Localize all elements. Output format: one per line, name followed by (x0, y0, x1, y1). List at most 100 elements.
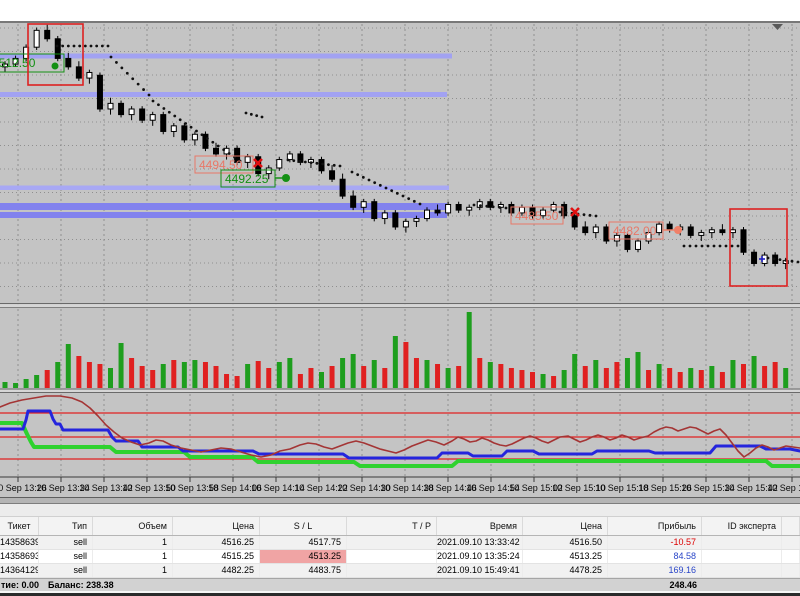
column-header-Цена[interactable]: Цена (523, 517, 608, 535)
sar-dot (66, 44, 70, 48)
sar-dot (200, 133, 204, 137)
cell-expert-id[interactable] (702, 536, 782, 549)
cell-volume[interactable]: 1 (93, 536, 173, 549)
trade-label-price: 4512.50 (0, 56, 36, 70)
column-header-spacer[interactable] (782, 517, 800, 535)
column-header-Объем[interactable]: Объем (93, 517, 173, 535)
cell-expert-id[interactable] (702, 564, 782, 577)
sar-dot (72, 44, 76, 48)
support-band (0, 212, 447, 218)
cell-spacer[interactable] (782, 536, 800, 549)
volume-bar (13, 383, 19, 388)
cell-volume[interactable]: 1 (93, 564, 173, 577)
cell-time[interactable]: 2021.09.10 13:33:42 (437, 536, 523, 549)
candle-body (645, 232, 652, 242)
cell-ticket[interactable]: 143586391 (0, 536, 39, 549)
volume-bar (487, 362, 493, 388)
volume-bar (202, 362, 208, 388)
sar-dot (292, 159, 296, 163)
analysis-zone-rect (27, 23, 84, 86)
cell-profit[interactable]: 169.16 (608, 564, 702, 577)
cell-time[interactable]: 2021.09.10 15:49:41 (437, 564, 523, 577)
cell-time[interactable]: 2021.09.10 13:35:24 (437, 550, 523, 563)
cell-volume[interactable]: 1 (93, 550, 173, 563)
cell-type[interactable]: sell (39, 564, 93, 577)
sar-dot (790, 259, 794, 263)
cell-ticket[interactable]: 143586939 (0, 550, 39, 563)
candle-body (402, 220, 409, 228)
cell-spacer[interactable] (782, 550, 800, 563)
sar-dot (327, 163, 330, 167)
support-band (0, 92, 447, 97)
sar-dot (205, 137, 209, 140)
cell-type[interactable]: sell (39, 550, 93, 563)
column-header-Время[interactable]: Время (437, 517, 523, 535)
cell-sl[interactable]: 4483.75 (260, 564, 347, 577)
column-header-Прибыль[interactable]: Прибыль (608, 517, 702, 535)
sar-dot (498, 206, 501, 209)
cell-profit[interactable]: 84.58 (608, 550, 702, 563)
volume-bar (751, 356, 757, 388)
column-header-T / P[interactable]: T / P (347, 517, 437, 535)
volume-bar (171, 360, 177, 388)
cell-close-price[interactable]: 4478.25 (523, 564, 608, 577)
cell-tp[interactable] (347, 536, 437, 549)
indicator-line-mid-blue (0, 409, 800, 460)
sar-dot (298, 159, 301, 163)
closed-value-label: тие: 0.00 (1, 580, 39, 590)
volume-bar (614, 362, 620, 388)
sar-dot (504, 206, 508, 210)
column-header-Цена[interactable]: Цена (173, 517, 260, 535)
candle-body (445, 203, 452, 214)
cell-sl[interactable]: 4513.25 (260, 550, 347, 563)
volume-bar (719, 372, 725, 388)
candle-body (170, 125, 177, 132)
candle-body (371, 201, 378, 220)
sar-dot (321, 162, 325, 166)
cell-price[interactable]: 4482.25 (173, 564, 260, 577)
cell-spacer[interactable] (782, 564, 800, 577)
cell-sl[interactable]: 4517.75 (260, 536, 347, 549)
cell-tp[interactable] (347, 550, 437, 563)
cell-close-price[interactable]: 4516.50 (523, 536, 608, 549)
cell-price[interactable]: 4516.25 (173, 536, 260, 549)
cell-close-price[interactable]: 4513.25 (523, 550, 608, 563)
column-header-Тип[interactable]: Тип (39, 517, 93, 535)
time-axis-label: 10 Sep 14:22 (294, 483, 348, 493)
candle-body (244, 156, 251, 163)
volume-bar (456, 366, 462, 388)
sar-dot (367, 178, 371, 182)
sar-dot (730, 244, 734, 248)
candle-body (54, 38, 61, 59)
sar-dot (772, 257, 776, 261)
sar-dot (167, 110, 171, 114)
sar-dot (106, 44, 110, 48)
candle-body (635, 240, 641, 250)
volume-bar (160, 364, 166, 388)
column-header-Тикет[interactable]: Тикет (0, 517, 39, 535)
cell-expert-id[interactable] (702, 550, 782, 563)
column-header-ID эксперта[interactable]: ID эксперта (702, 517, 782, 535)
volume-bar (698, 370, 704, 388)
panel-splitter[interactable] (0, 497, 800, 504)
sar-dot (178, 118, 182, 122)
cell-ticket[interactable]: 143641296 (0, 564, 39, 577)
column-header-S / L[interactable]: S / L (260, 517, 347, 535)
sar-dot (418, 202, 422, 206)
candle-body (729, 229, 736, 234)
sar-dot (131, 77, 135, 81)
window-bottom-edge (0, 591, 800, 596)
trade-label-box (0, 53, 65, 73)
cell-tp[interactable] (347, 564, 437, 577)
cell-profit[interactable]: -10.57 (608, 536, 702, 549)
time-axis-label: 10 Sep 15:02 (509, 483, 563, 493)
volume-bar (150, 370, 156, 388)
cell-price[interactable]: 4515.25 (173, 550, 260, 563)
trade-label-box (510, 206, 564, 225)
cell-type[interactable]: sell (39, 536, 93, 549)
